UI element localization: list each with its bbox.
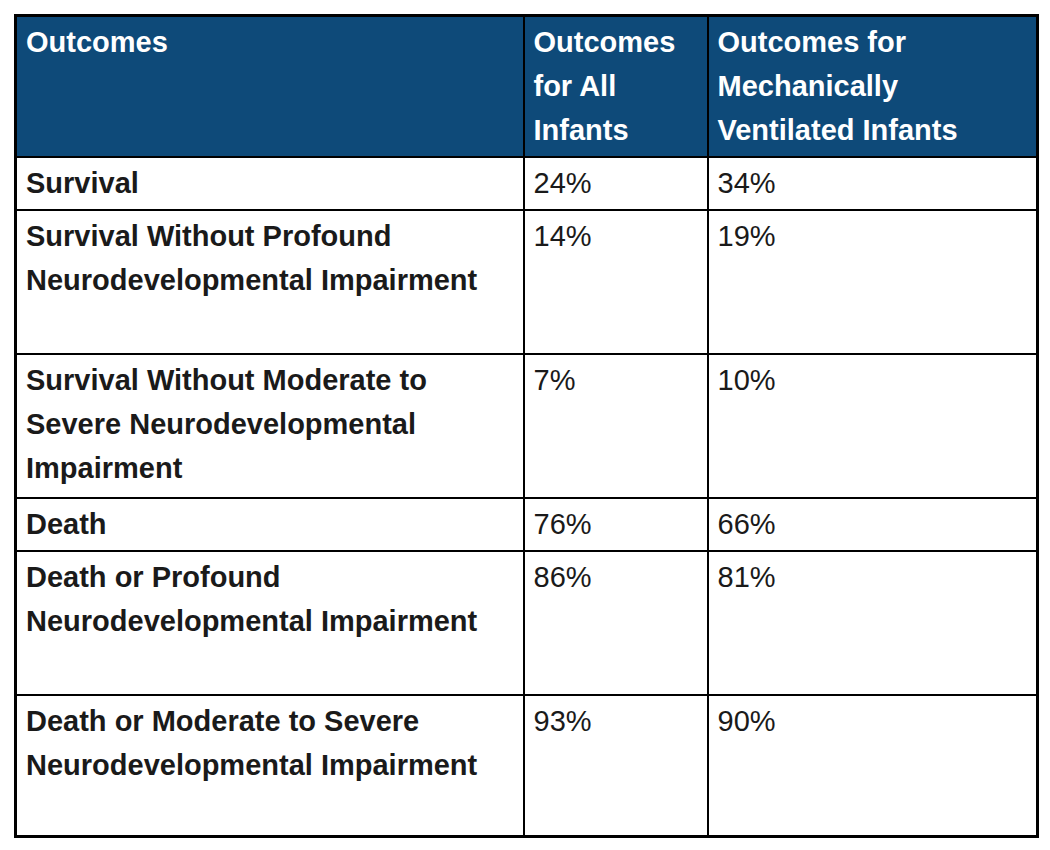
- table-row-survival: Survival 24% 34%: [16, 157, 1038, 210]
- ventilated-value-cell: 34%: [708, 157, 1038, 210]
- outcome-label-cell: Death or Moderate to Severe Neurodevelop…: [16, 695, 524, 836]
- outcome-label-cell: Survival: [16, 157, 524, 210]
- ventilated-value-cell: 19%: [708, 210, 1038, 354]
- table-row-survival-without-moderate: Survival Without Moderate to Severe Neur…: [16, 354, 1038, 498]
- ventilated-value-cell: 90%: [708, 695, 1038, 836]
- all-infants-value-cell: 24%: [524, 157, 708, 210]
- outcomes-table: Outcomes Outcomes for All Infants Outcom…: [14, 14, 1039, 838]
- all-infants-value-cell: 7%: [524, 354, 708, 498]
- column-header-outcomes: Outcomes: [16, 16, 524, 158]
- column-header-all-infants: Outcomes for All Infants: [524, 16, 708, 158]
- table-header-row: Outcomes Outcomes for All Infants Outcom…: [16, 16, 1038, 158]
- outcome-label-cell: Survival Without Profound Neurodevelopme…: [16, 210, 524, 354]
- outcome-label-cell: Survival Without Moderate to Severe Neur…: [16, 354, 524, 498]
- outcomes-table-container: Outcomes Outcomes for All Infants Outcom…: [14, 14, 1039, 838]
- table-row-death: Death 76% 66%: [16, 498, 1038, 551]
- all-infants-value-cell: 86%: [524, 551, 708, 695]
- column-header-ventilated-infants: Outcomes for Mechanically Ventilated Inf…: [708, 16, 1038, 158]
- ventilated-value-cell: 10%: [708, 354, 1038, 498]
- all-infants-value-cell: 93%: [524, 695, 708, 836]
- ventilated-value-cell: 81%: [708, 551, 1038, 695]
- outcome-label-cell: Death: [16, 498, 524, 551]
- ventilated-value-cell: 66%: [708, 498, 1038, 551]
- table-row-death-or-moderate: Death or Moderate to Severe Neurodevelop…: [16, 695, 1038, 836]
- table-row-survival-without-profound: Survival Without Profound Neurodevelopme…: [16, 210, 1038, 354]
- all-infants-value-cell: 14%: [524, 210, 708, 354]
- outcome-label-cell: Death or Profound Neurodevelopmental Imp…: [16, 551, 524, 695]
- table-row-death-or-profound: Death or Profound Neurodevelopmental Imp…: [16, 551, 1038, 695]
- all-infants-value-cell: 76%: [524, 498, 708, 551]
